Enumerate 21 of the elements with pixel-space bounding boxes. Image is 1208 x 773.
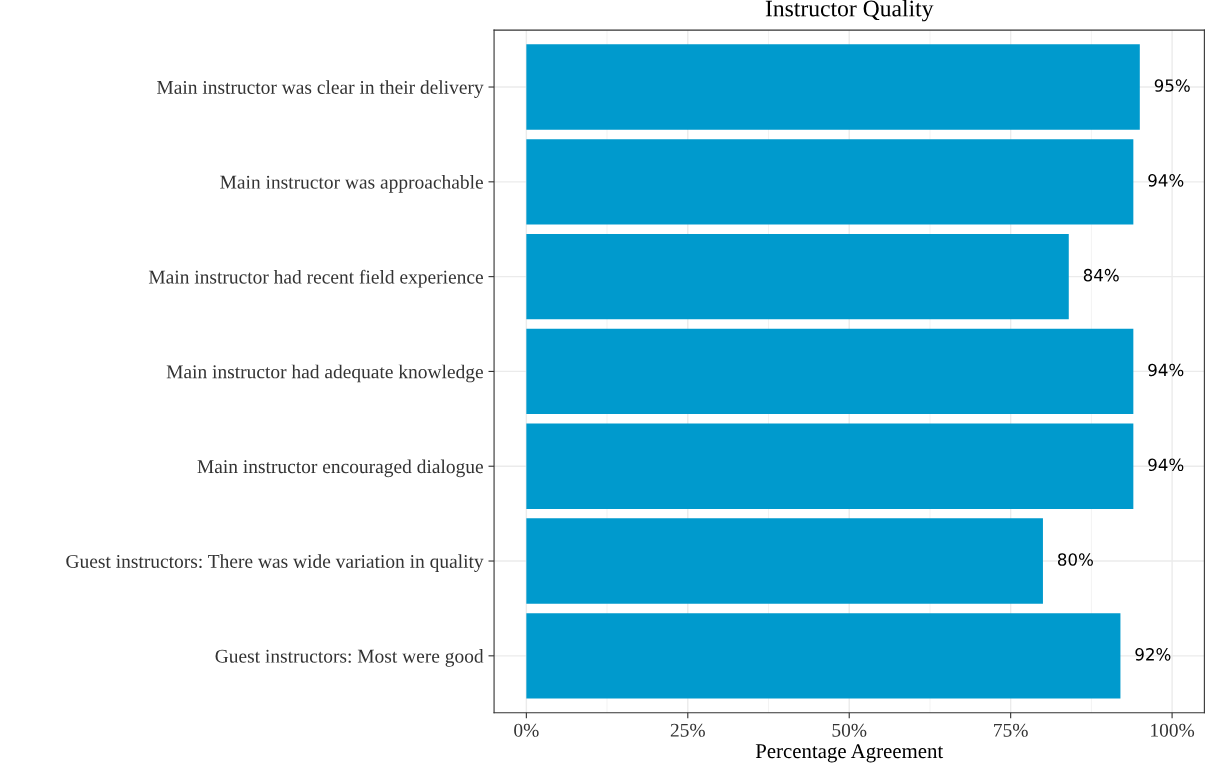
data-label: 80% bbox=[1057, 553, 1093, 566]
data-label: 92% bbox=[1135, 648, 1171, 661]
x-tick-label: 75% bbox=[994, 723, 1028, 737]
data-label: 94% bbox=[1148, 363, 1184, 377]
y-tick-label: Main instructor had adequate knowledge bbox=[166, 364, 483, 383]
x-tick-label: 0% bbox=[514, 723, 539, 737]
data-label: 94% bbox=[1148, 174, 1184, 187]
data-label: 95% bbox=[1154, 79, 1190, 92]
data-label: 84% bbox=[1083, 268, 1119, 282]
chart-title: Instructor Quality bbox=[765, 0, 934, 22]
x-tick-label: 100% bbox=[1151, 723, 1195, 737]
y-tick-label: Main instructor encouraged dialogue bbox=[197, 459, 483, 478]
x-tick-label: 25% bbox=[670, 723, 705, 737]
data-label: 94% bbox=[1148, 458, 1184, 472]
x-axis-title: Percentage Agreement bbox=[755, 744, 944, 763]
y-tick-label: Main instructor was approachable bbox=[220, 175, 483, 193]
y-tick-label: Main instructor had recent field experience bbox=[148, 269, 483, 288]
y-tick-label: Guest instructors: There was wide variation in quality bbox=[66, 554, 484, 572]
x-tick-label: 50% bbox=[832, 723, 867, 737]
y-tick-label: Main instructor was clear in their delivery bbox=[157, 80, 484, 98]
y-tick-label: Guest instructors: Most were good bbox=[215, 649, 484, 667]
